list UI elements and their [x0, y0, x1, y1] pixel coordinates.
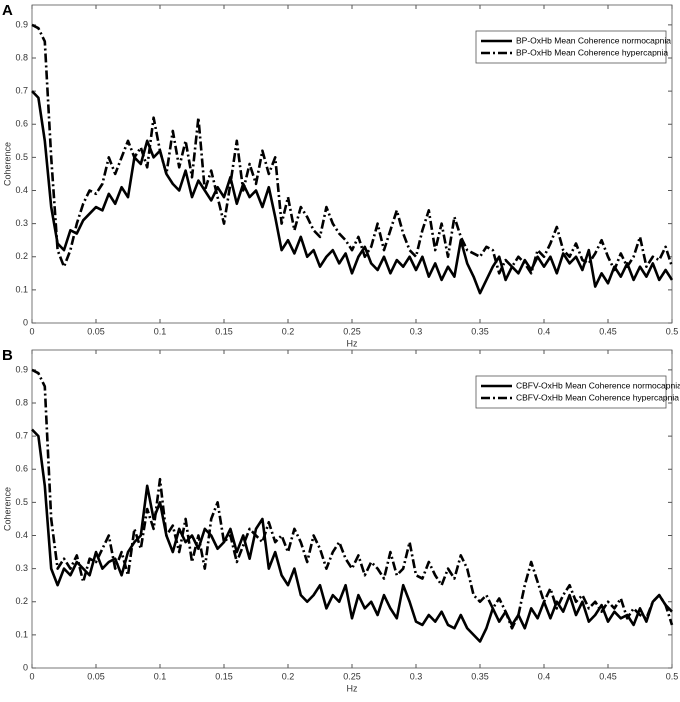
- data-line: [31, 90, 674, 295]
- x-tick-label: 0.05: [87, 326, 105, 336]
- legend-box: [475, 375, 667, 409]
- data-line: [31, 368, 674, 630]
- y-tick-label: 0.3: [15, 218, 28, 228]
- panel-letter: B: [2, 347, 13, 364]
- panel: 0 0.1 0.2 0.3 0.4 0.5 0.6 0.7 0.8 0.9 0 0.05 0.1 0.15…: [2, 2, 678, 348]
- x-tick-label: 0.25: [343, 326, 361, 336]
- x-tick-label: 0.35: [471, 671, 489, 681]
- legend-label: CBFV-OxHb Mean Coherence normocapnia: [516, 380, 680, 390]
- y-tick-label: 0: [23, 662, 28, 672]
- data-line: [31, 428, 673, 643]
- legend-label: BP-OxHb Mean Coherence hypercapnia: [516, 47, 668, 57]
- x-tick-label: 0.1: [154, 671, 167, 681]
- x-tick-label: 0.3: [410, 326, 423, 336]
- x-tick-label: 0.25: [343, 671, 361, 681]
- panel: 0 0.1 0.2 0.3 0.4 0.5 0.6 0.7 0.8 0.9 0 0.05 0.1 0.15…: [2, 347, 680, 693]
- y-tick-label: 0.8: [15, 52, 28, 62]
- legend-label: BP-OxHb Mean Coherence normocapnia: [516, 35, 671, 45]
- y-tick-label: 0.2: [15, 596, 28, 606]
- y-tick-label: 0.7: [15, 431, 28, 441]
- y-axis-label: Coherence: [2, 487, 12, 531]
- y-tick-label: 0.6: [15, 464, 28, 474]
- y-tick-label: 0.5: [15, 497, 28, 507]
- x-tick-label: 0.15: [215, 326, 233, 336]
- y-tick-label: 0.4: [15, 530, 28, 540]
- data-line: [31, 23, 674, 275]
- legend-label: CBFV-OxHb Mean Coherence hypercapnia: [516, 392, 679, 402]
- y-tick-label: 0.1: [15, 629, 28, 639]
- y-tick-label: 0.5: [15, 152, 28, 162]
- y-tick-label: 0.8: [15, 397, 28, 407]
- y-tick-label: 0.4: [15, 185, 28, 195]
- x-tick-label: 0.2: [282, 671, 295, 681]
- y-tick-label: 0.9: [15, 19, 28, 29]
- x-tick-label: 0.3: [410, 671, 423, 681]
- x-tick-label: 0.5: [666, 326, 679, 336]
- y-tick-label: 0.7: [15, 86, 28, 96]
- y-tick-label: 0.6: [15, 119, 28, 129]
- x-tick-label: 0.35: [471, 326, 489, 336]
- x-tick-label: 0.4: [538, 326, 551, 336]
- y-axis-label: Coherence: [2, 142, 12, 186]
- x-axis-label: Hz: [347, 683, 358, 693]
- x-tick-label: 0.15: [215, 671, 233, 681]
- panel-letter: A: [2, 2, 13, 19]
- x-tick-label: 0.4: [538, 671, 551, 681]
- x-tick-label: 0: [29, 326, 34, 336]
- legend-box: [475, 30, 667, 64]
- x-axis-label: Hz: [347, 338, 358, 348]
- x-tick-label: 0.05: [87, 671, 105, 681]
- x-tick-label: 0.45: [599, 326, 617, 336]
- x-tick-label: 0.5: [666, 671, 679, 681]
- x-tick-label: 0.45: [599, 671, 617, 681]
- x-tick-label: 0: [29, 671, 34, 681]
- y-tick-label: 0.9: [15, 364, 28, 374]
- y-tick-label: 0.1: [15, 284, 28, 294]
- y-tick-label: 0: [23, 317, 28, 327]
- x-tick-label: 0.2: [282, 326, 295, 336]
- y-tick-label: 0.2: [15, 251, 28, 261]
- y-tick-label: 0.3: [15, 563, 28, 573]
- x-tick-label: 0.1: [154, 326, 167, 336]
